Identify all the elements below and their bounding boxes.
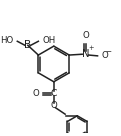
Text: C: C — [51, 89, 57, 98]
Text: N: N — [82, 49, 89, 59]
Text: O: O — [82, 31, 89, 41]
Text: O: O — [102, 51, 108, 60]
Text: O: O — [32, 89, 39, 98]
Text: O: O — [50, 101, 57, 110]
Text: −: − — [105, 49, 111, 55]
Text: B: B — [24, 40, 31, 50]
Text: OH: OH — [42, 36, 56, 45]
Text: HO: HO — [0, 36, 13, 45]
Text: +: + — [89, 45, 94, 51]
